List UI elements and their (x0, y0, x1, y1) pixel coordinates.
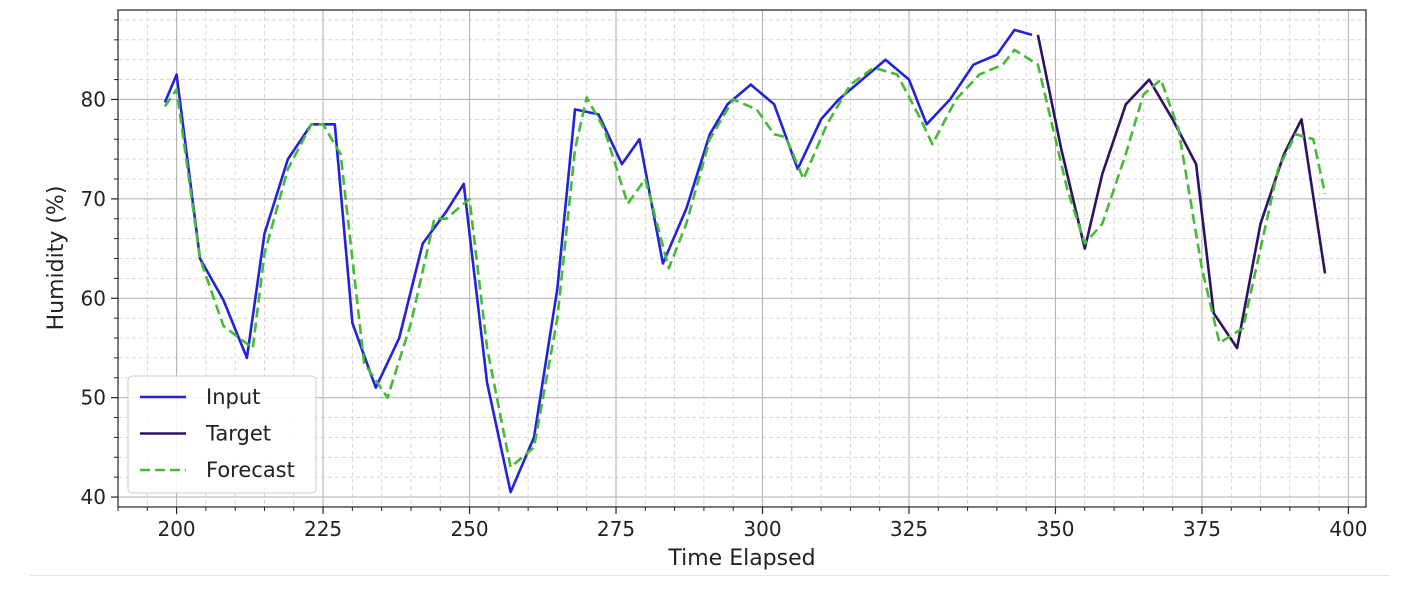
legend-label-target: Target (205, 422, 271, 446)
x-tick-label: 200 (157, 517, 195, 541)
x-tick-label: 325 (890, 517, 928, 541)
x-axis-label: Time Elapsed (667, 546, 815, 571)
x-tick-label: 350 (1036, 517, 1074, 541)
series-line-input (163, 28, 1033, 494)
y-axis-label: Humidity (%) (44, 186, 69, 331)
y-tick-label: 40 (81, 485, 106, 509)
y-tick-label: 60 (81, 286, 106, 310)
minor-gridlines (117, 10, 1366, 507)
x-tick-label: 275 (597, 517, 635, 541)
legend: Input Target Forecast (127, 375, 317, 494)
y-tick-label: 80 (81, 87, 106, 111)
cell-divider (30, 575, 1390, 576)
series-line-target (1036, 34, 1327, 350)
legend-label-forecast: Forecast (206, 458, 295, 482)
y-tick-label: 50 (81, 386, 106, 410)
y-axis-ticks: 40 50 60 70 80 (81, 19, 118, 509)
series-lines (163, 28, 1327, 494)
legend-box (127, 375, 317, 494)
x-tick-label: 400 (1329, 517, 1367, 541)
x-tick-label: 225 (304, 517, 342, 541)
x-axis-ticks: 200 225 250 275 300 325 350 375 400 (117, 507, 1368, 541)
series-line-forecast (163, 48, 1327, 469)
x-tick-label: 375 (1183, 517, 1221, 541)
y-tick-label: 70 (81, 187, 106, 211)
x-tick-label: 250 (450, 517, 488, 541)
major-gridlines (118, 10, 1366, 507)
legend-label-input: Input (206, 385, 260, 409)
x-tick-label: 300 (743, 517, 781, 541)
